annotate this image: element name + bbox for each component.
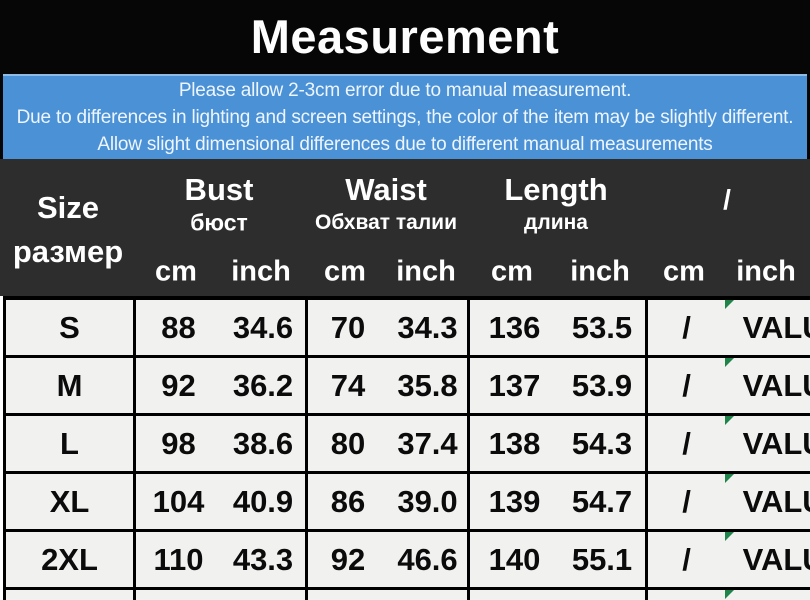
cell-extra-cm: / <box>648 358 725 416</box>
value-text: VALUE <box>742 425 810 461</box>
error-indicator-icon <box>725 300 734 309</box>
notice-line-2: Due to differences in lighting and scree… <box>16 107 794 128</box>
notice-banner: Please allow 2-3cm error due to manual m… <box>3 74 807 159</box>
cell-extra-cm: / <box>648 300 725 358</box>
cell-bust-cm: 88 <box>136 300 221 358</box>
cell-bust-cm: 98 <box>136 416 221 474</box>
cell-extra-cm: / <box>648 474 725 532</box>
title-band: Measurement <box>0 0 810 72</box>
cell-extra-cm: / <box>648 532 725 590</box>
cell-length-cm: 140 <box>470 532 559 590</box>
cell-waist-cm: 70 <box>308 300 388 358</box>
unit-header-bust-inch: inch <box>231 255 291 288</box>
cell-waist-cm: 80 <box>308 416 388 474</box>
size-row-s: S 88 34.6 70 34.3 136 53.5 / VALUE <box>6 300 810 358</box>
cell-bust-inch: 38.6 <box>221 416 308 474</box>
error-indicator-icon <box>725 532 734 541</box>
cell-bust-inch: 36.2 <box>221 358 308 416</box>
cell-length-inch: 54.7 <box>559 474 648 532</box>
column-header-length-ru: длина <box>524 211 588 234</box>
size-row-l: L 98 38.6 80 37.4 138 54.3 / VALUE <box>6 416 810 474</box>
cell-size: S <box>6 300 136 358</box>
cell-extra-inch: VALUE <box>725 300 810 358</box>
cell-waist-inch: 46.6 <box>388 532 470 590</box>
size-row-m: M 92 36.2 74 35.8 137 53.9 / VALUE <box>6 358 810 416</box>
error-indicator-icon <box>725 416 734 425</box>
cell-waist-inch: 39.0 <box>388 474 470 532</box>
cell-waist-inch: 35.8 <box>388 358 470 416</box>
cell-extra-cm: / <box>648 416 725 474</box>
cell-bust-cm: 92 <box>136 358 221 416</box>
column-header-size-ru: размер <box>12 234 124 269</box>
cell-size: M <box>6 358 136 416</box>
cell-length-inch: 53.5 <box>559 300 648 358</box>
column-header-waist-ru: Обхват талии <box>314 211 458 234</box>
column-header-length: Length <box>504 172 608 207</box>
notice-line-1: Please allow 2-3cm error due to manual m… <box>178 80 632 101</box>
cell-waist-cm: 74 <box>308 358 388 416</box>
cell-extra-inch: VALUE <box>725 358 810 416</box>
unit-header-length-cm: cm <box>491 255 533 288</box>
unit-header-extra-cm: cm <box>663 255 705 288</box>
cell-extra-inch: VALUE <box>725 532 810 590</box>
cell-bust-inch: 43.3 <box>221 532 308 590</box>
value-text: VALUE <box>742 309 810 345</box>
cell-length-inch: 54.3 <box>559 416 648 474</box>
error-indicator-icon <box>725 590 734 599</box>
cell-waist-inch: 34.3 <box>388 300 470 358</box>
column-header-size: Size <box>36 190 100 225</box>
column-header-bust: Bust <box>184 172 254 207</box>
cell-length-inch: 55.1 <box>559 532 648 590</box>
error-indicator-icon <box>725 474 734 483</box>
unit-header-waist-inch: inch <box>396 255 456 288</box>
column-header-bust-ru: бюст <box>190 209 248 236</box>
cell-extra-inch: VALUE <box>725 416 810 474</box>
cell-length-cm: 139 <box>470 474 559 532</box>
value-text: VALUE <box>742 541 810 577</box>
error-indicator-icon <box>725 358 734 367</box>
cell-length-cm: 136 <box>470 300 559 358</box>
table-header: Size размер Bust бюст Waist Обхват талии… <box>0 159 810 296</box>
cell-bust-cm: 104 <box>136 474 221 532</box>
cell-extra-inch: VALUE <box>725 474 810 532</box>
column-header-waist: Waist <box>345 172 427 207</box>
column-header-extra: / <box>723 184 731 215</box>
size-table: S 88 34.6 70 34.3 136 53.5 / VALUE M 92 … <box>3 296 810 600</box>
cell-bust-inch: 40.9 <box>221 474 308 532</box>
cell-length-cm: 138 <box>470 416 559 474</box>
clipped-row <box>6 590 810 600</box>
notice-line-3: Allow slight dimensional differences due… <box>97 134 713 155</box>
cell-size: XL <box>6 474 136 532</box>
cell-size: L <box>6 416 136 474</box>
cell-waist-cm: 92 <box>308 532 388 590</box>
cell-waist-inch: 37.4 <box>388 416 470 474</box>
size-row-xl: XL 104 40.9 86 39.0 139 54.7 / VALUE <box>6 474 810 532</box>
value-text: VALUE <box>742 483 810 519</box>
cell-length-cm: 137 <box>470 358 559 416</box>
unit-header-length-inch: inch <box>570 255 630 288</box>
value-text: VALUE <box>742 367 810 403</box>
cell-size: 2XL <box>6 532 136 590</box>
cell-waist-cm: 86 <box>308 474 388 532</box>
cell-bust-inch: 34.6 <box>221 300 308 358</box>
page-title: Measurement <box>250 9 560 63</box>
cell-bust-cm: 110 <box>136 532 221 590</box>
unit-header-waist-cm: cm <box>324 255 366 288</box>
unit-header-bust-cm: cm <box>155 255 197 288</box>
cell-length-inch: 53.9 <box>559 358 648 416</box>
unit-header-extra-inch: inch <box>736 255 796 288</box>
size-row-2xl: 2XL 110 43.3 92 46.6 140 55.1 / VALUE <box>6 532 810 590</box>
